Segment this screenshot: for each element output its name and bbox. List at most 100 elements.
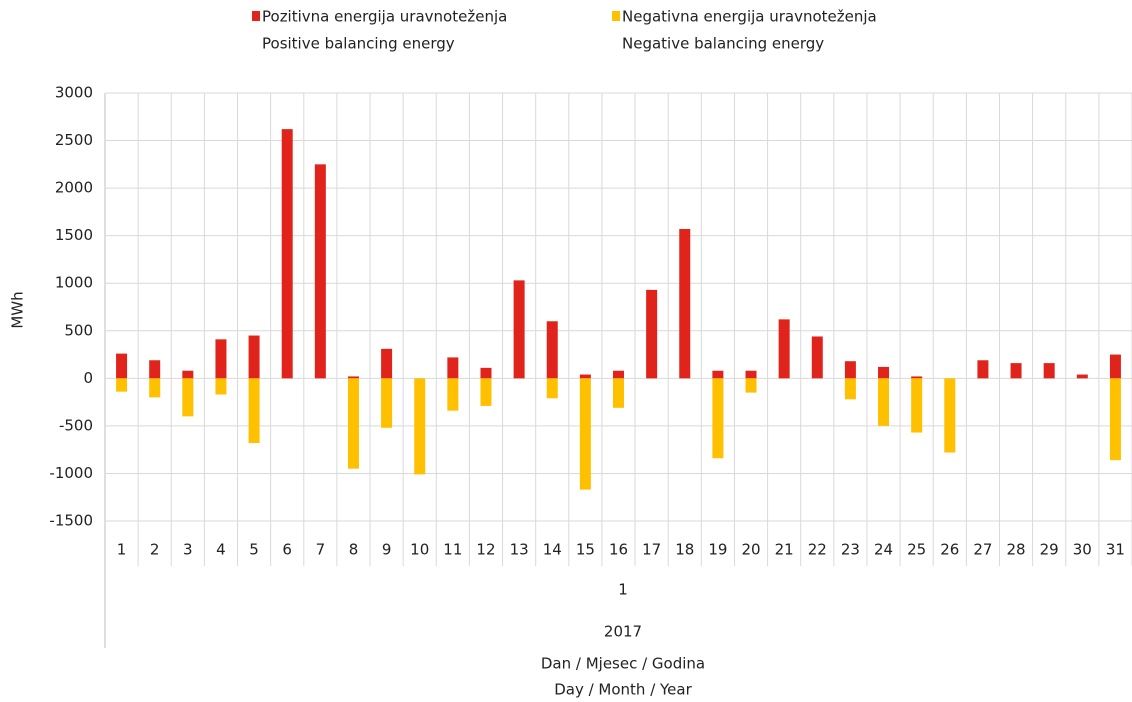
year-label: 2017 bbox=[604, 623, 642, 641]
bar bbox=[182, 378, 194, 417]
bar bbox=[878, 366, 890, 379]
bar bbox=[414, 378, 426, 475]
x-tick-label: 12 bbox=[476, 541, 495, 559]
bar bbox=[745, 378, 757, 393]
bar bbox=[579, 374, 591, 379]
bar bbox=[116, 353, 128, 379]
bar bbox=[215, 378, 227, 395]
x-axis-title-en: Day / Month / Year bbox=[554, 681, 692, 699]
bar bbox=[712, 378, 724, 459]
bar bbox=[778, 319, 790, 379]
x-tick-label: 29 bbox=[1040, 541, 1059, 559]
bar bbox=[480, 378, 492, 406]
x-tick-label: 28 bbox=[1007, 541, 1026, 559]
y-tick-label: 500 bbox=[64, 321, 93, 339]
bar bbox=[1043, 363, 1055, 379]
bar bbox=[149, 378, 161, 398]
x-tick-label: 21 bbox=[775, 541, 794, 559]
x-tick-label: 30 bbox=[1073, 541, 1092, 559]
x-tick-label: 23 bbox=[841, 541, 860, 559]
bar bbox=[314, 164, 326, 379]
x-axis-title: Dan / Mjesec / Godina bbox=[541, 655, 705, 673]
bar bbox=[646, 289, 658, 379]
x-tick-label: 2 bbox=[150, 541, 160, 559]
y-tick-label: 1000 bbox=[55, 274, 93, 292]
x-tick-label: 9 bbox=[382, 541, 392, 559]
x-tick-label: 13 bbox=[510, 541, 529, 559]
y-tick-label: 2000 bbox=[55, 179, 93, 197]
bar bbox=[381, 348, 393, 379]
bar bbox=[182, 370, 194, 379]
bar bbox=[480, 367, 492, 379]
x-tick-label: 22 bbox=[808, 541, 827, 559]
bar bbox=[347, 376, 359, 379]
y-tick-label: -1000 bbox=[49, 464, 93, 482]
bar bbox=[1076, 374, 1088, 379]
bar bbox=[977, 360, 989, 379]
bar bbox=[546, 378, 558, 399]
x-tick-label: 20 bbox=[741, 541, 760, 559]
bar bbox=[347, 378, 359, 469]
x-tick-label: 26 bbox=[940, 541, 959, 559]
x-tick-label: 15 bbox=[576, 541, 595, 559]
x-tick-label: 5 bbox=[249, 541, 259, 559]
y-axis-title: MWh bbox=[9, 291, 27, 328]
legend-swatch bbox=[252, 11, 260, 21]
legend-label-en: Positive balancing energy bbox=[262, 35, 455, 53]
bar bbox=[215, 339, 227, 379]
y-tick-label: 3000 bbox=[55, 84, 93, 102]
bar bbox=[248, 335, 260, 379]
x-tick-label: 18 bbox=[675, 541, 694, 559]
bar bbox=[447, 378, 459, 411]
x-tick-label: 24 bbox=[874, 541, 893, 559]
x-tick-label: 25 bbox=[907, 541, 926, 559]
x-tick-label: 1 bbox=[117, 541, 127, 559]
bar bbox=[613, 370, 624, 379]
bar bbox=[546, 321, 558, 379]
bar bbox=[381, 378, 393, 428]
x-tick-label: 16 bbox=[609, 541, 628, 559]
x-tick-label: 19 bbox=[708, 541, 727, 559]
bar bbox=[1010, 363, 1022, 379]
legend-label-en: Negative balancing energy bbox=[622, 35, 824, 53]
x-tick-label: 4 bbox=[216, 541, 226, 559]
legend-label: Negativna energija uravnoteženja bbox=[622, 8, 877, 26]
bar bbox=[447, 357, 459, 379]
bar bbox=[248, 378, 260, 444]
bar bbox=[811, 336, 823, 379]
bar bbox=[944, 378, 956, 453]
x-tick-label: 17 bbox=[642, 541, 661, 559]
bar bbox=[513, 280, 525, 379]
bar bbox=[844, 378, 856, 400]
bar bbox=[745, 370, 757, 379]
x-tick-label: 3 bbox=[183, 541, 193, 559]
x-tick-label: 27 bbox=[973, 541, 992, 559]
bar bbox=[844, 361, 856, 379]
y-tick-label: 2500 bbox=[55, 131, 93, 149]
y-tick-label: -1500 bbox=[49, 512, 93, 530]
bar bbox=[281, 129, 293, 379]
x-tick-label: 7 bbox=[316, 541, 326, 559]
y-tick-label: 0 bbox=[83, 369, 93, 387]
x-tick-label: 11 bbox=[443, 541, 462, 559]
bar bbox=[1109, 354, 1121, 379]
bar bbox=[613, 378, 624, 408]
legend-label: Pozitivna energija uravnoteženja bbox=[262, 8, 507, 26]
bar bbox=[149, 360, 161, 379]
x-tick-label: 10 bbox=[410, 541, 429, 559]
month-label: 1 bbox=[618, 581, 628, 599]
bar bbox=[878, 378, 890, 426]
bar bbox=[679, 229, 691, 379]
y-tick-label: -500 bbox=[59, 416, 93, 434]
bar bbox=[712, 370, 724, 379]
legend-swatch bbox=[612, 11, 620, 21]
bar bbox=[911, 378, 923, 433]
bar bbox=[911, 376, 923, 379]
x-tick-label: 6 bbox=[282, 541, 292, 559]
y-tick-label: 1500 bbox=[55, 226, 93, 244]
bar bbox=[116, 378, 128, 392]
bar bbox=[579, 378, 591, 490]
x-tick-label: 31 bbox=[1106, 541, 1125, 559]
x-tick-label: 14 bbox=[543, 541, 562, 559]
